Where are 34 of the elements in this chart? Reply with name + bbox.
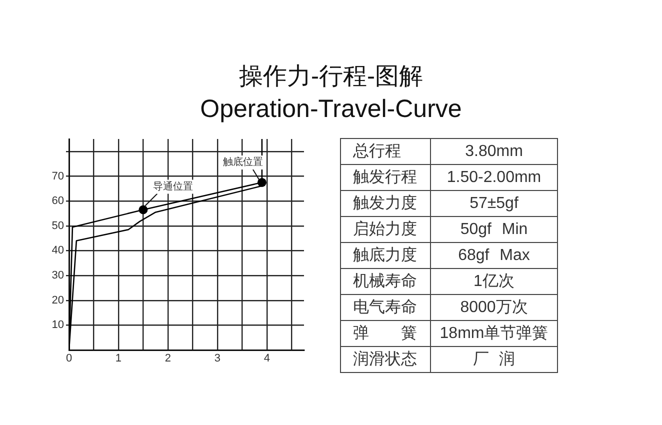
text: 启始力度: [353, 220, 417, 240]
text: 18mm单节弹簧: [430, 320, 558, 346]
text: 触发行程: [353, 168, 417, 188]
text: 触底力度: [353, 246, 417, 266]
text: 机械寿命: [353, 272, 417, 292]
text: 总行程: [353, 142, 401, 162]
y-tick-label: 50: [52, 220, 64, 232]
text: 3.80mm: [430, 138, 558, 164]
text: 触发力度: [353, 194, 417, 214]
chart-subtitle: Operation-Travel-Curve: [199, 95, 463, 123]
x-tick-label: 0: [66, 352, 72, 365]
text: 电气寿命: [353, 298, 417, 318]
text: 1亿次: [430, 268, 558, 294]
text: 润滑状态: [353, 350, 417, 370]
text: 68gf Max: [430, 242, 558, 268]
text: 8000万次: [430, 294, 558, 320]
annotation: 触底位置: [222, 156, 263, 168]
y-tick-label: 10: [52, 319, 64, 332]
text: 厂 润: [430, 346, 558, 372]
y-tick-label: 60: [52, 195, 64, 208]
y-tick-label: 40: [52, 244, 64, 257]
y-tick-label: 70: [52, 170, 64, 182]
x-tick-label: 4: [264, 352, 270, 365]
x-tick-label: 2: [164, 352, 172, 365]
annotation: 导通位置: [153, 180, 194, 192]
text: 50gf Min: [430, 216, 558, 242]
x-tick-label: 3: [214, 352, 220, 365]
y-tick-label: 20: [52, 294, 64, 306]
text: 57±5gf: [430, 190, 558, 216]
text: 弹 簧: [353, 325, 417, 342]
text: 1.50-2.00mm: [430, 164, 558, 190]
x-tick-label: 1: [115, 352, 122, 365]
chart-title: 操作力-行程-图解: [238, 63, 424, 90]
y-tick-label: 30: [52, 270, 64, 282]
